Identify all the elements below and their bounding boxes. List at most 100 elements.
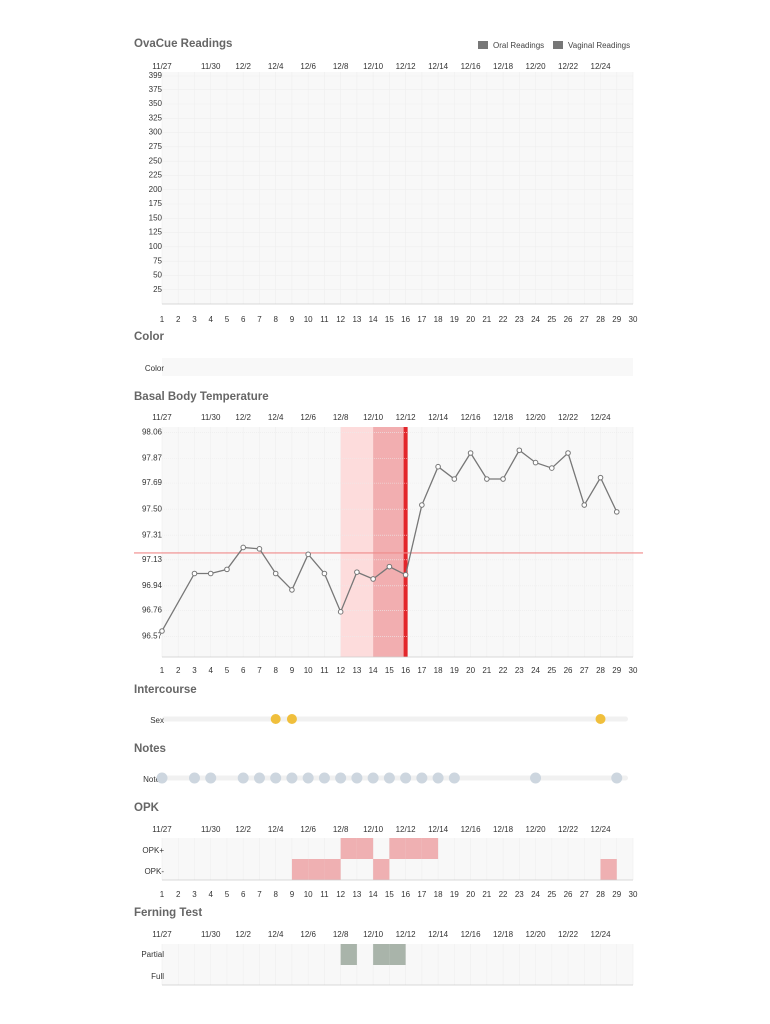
y-tick-label: 98.06 xyxy=(142,428,163,437)
date-label: 12/6 xyxy=(300,413,316,422)
day-label: 28 xyxy=(596,890,605,899)
entry-dot xyxy=(270,772,282,784)
y-tick-label: 275 xyxy=(149,142,163,151)
day-label: 1 xyxy=(160,890,165,899)
day-label: 14 xyxy=(369,315,378,324)
date-label: 12/24 xyxy=(591,825,612,834)
day-label: 1 xyxy=(160,666,165,675)
date-label: 12/10 xyxy=(363,62,384,71)
entry-dot xyxy=(156,772,168,784)
entry-dot xyxy=(205,772,217,784)
temperature-point xyxy=(289,587,295,593)
day-label: 21 xyxy=(482,666,491,675)
day-label: 25 xyxy=(547,315,556,324)
temperature-point xyxy=(370,576,376,582)
day-label: 17 xyxy=(417,315,426,324)
date-label: 12/12 xyxy=(396,62,417,71)
day-label: 8 xyxy=(273,666,278,675)
day-label: 12 xyxy=(336,890,345,899)
y-tick-label: 75 xyxy=(153,256,162,265)
day-label: 16 xyxy=(401,666,410,675)
date-label: 11/30 xyxy=(201,62,221,71)
plot-area xyxy=(162,358,633,376)
day-label: 14 xyxy=(369,666,378,675)
legend-swatch xyxy=(553,41,563,49)
date-label: 12/6 xyxy=(300,62,316,71)
entry-dot xyxy=(432,772,444,784)
day-label: 8 xyxy=(273,890,278,899)
legend-swatch xyxy=(478,41,488,49)
date-label: 12/24 xyxy=(591,62,612,71)
y-tick-label: 375 xyxy=(149,85,163,94)
temperature-point xyxy=(159,628,165,634)
entry-dot xyxy=(286,714,297,724)
day-label: 19 xyxy=(450,890,459,899)
entry-cell xyxy=(308,859,325,880)
date-label: 12/8 xyxy=(333,62,349,71)
date-label: 12/12 xyxy=(396,825,417,834)
section-title: OPK xyxy=(134,802,160,814)
y-tick-label: 97.13 xyxy=(142,555,163,564)
temperature-point xyxy=(532,459,539,466)
entry-cell xyxy=(421,838,439,859)
temperature-point xyxy=(386,563,393,570)
entry-dot xyxy=(302,772,314,784)
date-label: 12/14 xyxy=(428,413,449,422)
temperature-point xyxy=(500,476,506,482)
day-label: 10 xyxy=(304,315,313,324)
section-title: Basal Body Temperature xyxy=(134,391,269,403)
date-label: 12/20 xyxy=(526,413,547,422)
day-label: 12 xyxy=(336,666,345,675)
y-tick-label: 96.76 xyxy=(142,606,163,615)
day-label: 24 xyxy=(531,315,540,324)
fertile-shading xyxy=(340,427,374,657)
entry-dot xyxy=(383,772,395,784)
day-label: 4 xyxy=(208,890,213,899)
temperature-point xyxy=(224,566,230,573)
day-label: 21 xyxy=(482,890,491,899)
date-label: 12/2 xyxy=(235,62,251,71)
date-label: 12/6 xyxy=(300,930,316,939)
day-label: 7 xyxy=(257,666,262,675)
day-label: 3 xyxy=(192,666,197,675)
legend-label: Oral Readings xyxy=(493,41,544,50)
entry-cell xyxy=(600,859,617,880)
day-label: 28 xyxy=(596,315,605,324)
date-label: 12/22 xyxy=(558,825,579,834)
day-label: 5 xyxy=(225,666,230,675)
day-label: 2 xyxy=(176,890,181,899)
date-label: 12/14 xyxy=(428,62,449,71)
date-label: 12/2 xyxy=(235,825,251,834)
date-label: 12/12 xyxy=(396,413,417,422)
date-label: 12/22 xyxy=(558,413,579,422)
entry-cell xyxy=(340,944,357,965)
temperature-point xyxy=(207,570,214,577)
day-label: 27 xyxy=(580,315,589,324)
day-label: 9 xyxy=(290,315,295,324)
day-label: 18 xyxy=(434,315,443,324)
day-label: 6 xyxy=(241,315,246,324)
entry-dot xyxy=(237,772,249,784)
day-label: 9 xyxy=(290,890,295,899)
day-label: 13 xyxy=(352,315,361,324)
date-label: 12/20 xyxy=(526,825,547,834)
day-label: 16 xyxy=(401,315,410,324)
entry-cell xyxy=(373,944,390,965)
date-label: 12/14 xyxy=(428,930,449,939)
entry-dot xyxy=(286,772,298,784)
temperature-point xyxy=(419,502,425,508)
day-label: 11 xyxy=(320,890,329,899)
day-label: 19 xyxy=(450,666,459,675)
day-label: 21 xyxy=(482,315,491,324)
date-label: 12/24 xyxy=(591,413,612,422)
fertile-shading xyxy=(373,427,406,657)
day-label: 17 xyxy=(417,666,426,675)
entry-dot xyxy=(367,772,379,784)
day-label: 28 xyxy=(596,666,605,675)
date-label: 12/18 xyxy=(493,62,514,71)
date-label: 11/27 xyxy=(152,930,172,939)
temperature-line xyxy=(161,449,618,632)
date-label: 11/30 xyxy=(201,413,221,422)
